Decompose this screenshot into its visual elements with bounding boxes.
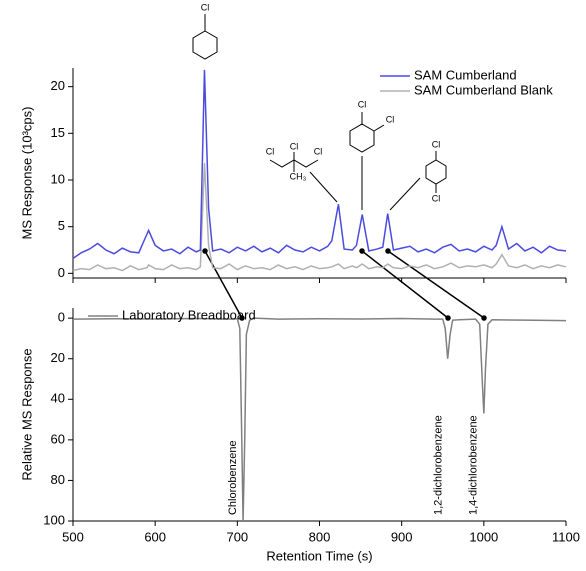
arrow xyxy=(387,250,485,319)
arrow-dot xyxy=(239,315,245,321)
arrow-dot xyxy=(481,315,487,321)
x-tick-label: 600 xyxy=(144,529,166,544)
structure-label: Cl xyxy=(386,114,395,124)
leader-line xyxy=(309,171,338,203)
y-tick-label: 10 xyxy=(51,171,65,186)
arrow-dot xyxy=(385,248,391,254)
x-tick-label: 1100 xyxy=(552,529,580,544)
structure-label: Cl xyxy=(266,146,275,156)
structure-label: Cl xyxy=(314,146,323,156)
structure-label: Cl xyxy=(358,99,367,109)
structure-label: Cl xyxy=(290,141,299,151)
y-tick-label: 100 xyxy=(43,512,65,527)
peak-label: 1,2-dichlorobenzene xyxy=(432,415,444,515)
y-tick-label: 15 xyxy=(51,125,65,140)
legend-label: SAM Cumberland xyxy=(414,67,517,82)
benzene-ring xyxy=(192,30,218,60)
benzene-ring xyxy=(349,123,375,153)
legend-label: SAM Cumberland Blank xyxy=(414,82,553,97)
bond xyxy=(373,124,385,132)
arrow xyxy=(361,250,449,319)
structures xyxy=(192,14,447,211)
x-axis-label: Retention Time (s) xyxy=(266,548,372,563)
y-tick-label: 40 xyxy=(51,391,65,406)
structure-label: CH₃ xyxy=(290,171,307,181)
series-line xyxy=(72,69,567,260)
x-tick-label: 700 xyxy=(226,529,248,544)
y-tick-label: 20 xyxy=(51,78,65,93)
peak-label: Chlorobenzene xyxy=(227,440,239,515)
y-tick-label: 20 xyxy=(51,350,65,365)
x-tick-label: 500 xyxy=(62,529,84,544)
y-tick-label: 0 xyxy=(58,310,65,325)
x-tick-label: 1000 xyxy=(469,529,498,544)
peak-label: 1,4-dichlorobenzene xyxy=(468,415,480,515)
series-line xyxy=(72,163,567,272)
arrow-dot xyxy=(202,248,208,254)
legend-label: Laboratory Breadboard xyxy=(122,307,256,322)
series-line xyxy=(72,317,567,522)
structure-label: Cl xyxy=(201,2,210,12)
y-axis-label: MS Response (10³cps) xyxy=(19,107,34,240)
y-tick-label: 80 xyxy=(51,472,65,487)
benzene-ring xyxy=(425,159,447,185)
structure-label: Cl xyxy=(432,139,441,149)
x-tick-label: 800 xyxy=(309,529,331,544)
y-tick-label: 5 xyxy=(58,218,65,233)
y-axis-label: Relative MS Response xyxy=(19,348,34,480)
arrow-dot xyxy=(359,248,365,254)
structure-label: Cl xyxy=(432,193,441,203)
arrow-dot xyxy=(445,315,451,321)
y-tick-label: 60 xyxy=(51,431,65,446)
arrows xyxy=(202,248,487,321)
y-tick-label: 0 xyxy=(58,265,65,280)
x-tick-label: 900 xyxy=(391,529,413,544)
leader-line xyxy=(389,177,421,211)
